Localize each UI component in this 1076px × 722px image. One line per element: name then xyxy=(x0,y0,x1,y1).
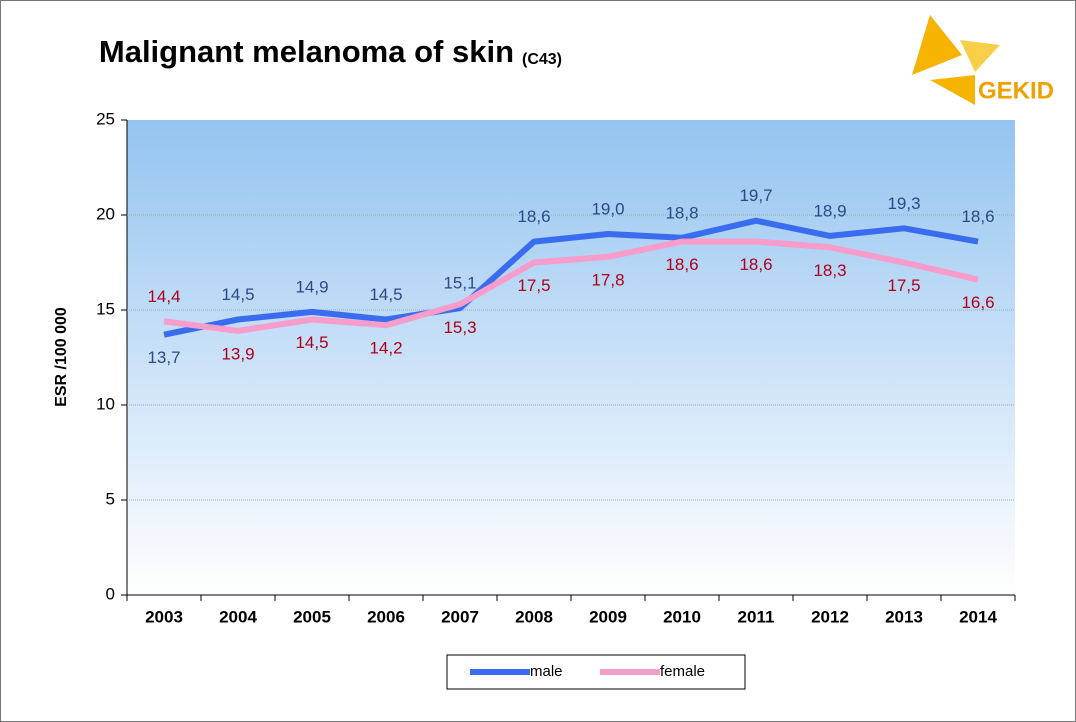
value-label: 17,5 xyxy=(887,276,920,295)
x-tick-label: 2013 xyxy=(885,607,923,626)
value-label: 14,4 xyxy=(147,287,180,306)
value-label: 16,6 xyxy=(961,293,994,312)
x-tick-label: 2005 xyxy=(293,607,331,626)
value-label: 14,5 xyxy=(369,285,402,304)
y-tick-label: 10 xyxy=(96,394,115,413)
x-tick-label: 2009 xyxy=(589,607,627,626)
y-tick-label: 0 xyxy=(106,584,115,603)
legend-label: female xyxy=(660,663,705,680)
value-label: 17,5 xyxy=(517,276,550,295)
value-label: 13,7 xyxy=(147,348,180,367)
x-tick-label: 2007 xyxy=(441,607,479,626)
value-label: 18,6 xyxy=(517,207,550,226)
x-tick-label: 2006 xyxy=(367,607,405,626)
x-tick-label: 2014 xyxy=(959,607,997,626)
x-tick-label: 2011 xyxy=(738,607,775,626)
value-label: 18,8 xyxy=(665,203,698,222)
x-tick-label: 2004 xyxy=(219,607,257,626)
y-tick-label: 20 xyxy=(96,204,115,223)
value-label: 14,9 xyxy=(295,277,328,296)
value-label: 14,5 xyxy=(295,333,328,352)
value-label: 14,5 xyxy=(221,285,254,304)
value-label: 18,6 xyxy=(961,207,994,226)
value-label: 19,3 xyxy=(887,194,920,213)
plot-area xyxy=(127,120,1015,595)
value-label: 18,9 xyxy=(813,201,846,220)
chart-subtitle: (C43) xyxy=(522,51,562,68)
x-tick-label: 2010 xyxy=(663,607,701,626)
y-axis-label: ESR /100 000 xyxy=(53,307,70,407)
value-label: 15,1 xyxy=(443,274,476,293)
value-label: 14,2 xyxy=(369,339,402,358)
value-label: 19,7 xyxy=(739,186,772,205)
x-tick-label: 2012 xyxy=(811,607,849,626)
logo-text: GEKID xyxy=(978,77,1054,104)
value-label: 13,9 xyxy=(221,344,254,363)
value-label: 18,6 xyxy=(665,255,698,274)
value-label: 18,6 xyxy=(739,255,772,274)
value-label: 18,3 xyxy=(813,261,846,280)
series-line xyxy=(163,238,979,334)
value-label: 19,0 xyxy=(591,199,624,218)
x-tick-label: 2008 xyxy=(515,607,553,626)
value-label: 15,3 xyxy=(443,318,476,337)
logo: GEKID xyxy=(912,15,1054,105)
x-tick-label: 2003 xyxy=(145,607,183,626)
series-line xyxy=(163,217,979,338)
y-tick-label: 5 xyxy=(106,489,115,508)
chart-title: Malignant melanoma of skin xyxy=(99,34,514,69)
legend-label: male xyxy=(530,663,563,680)
y-tick-label: 15 xyxy=(96,299,115,318)
value-label: 17,8 xyxy=(591,270,624,289)
y-tick-label: 25 xyxy=(96,109,115,128)
